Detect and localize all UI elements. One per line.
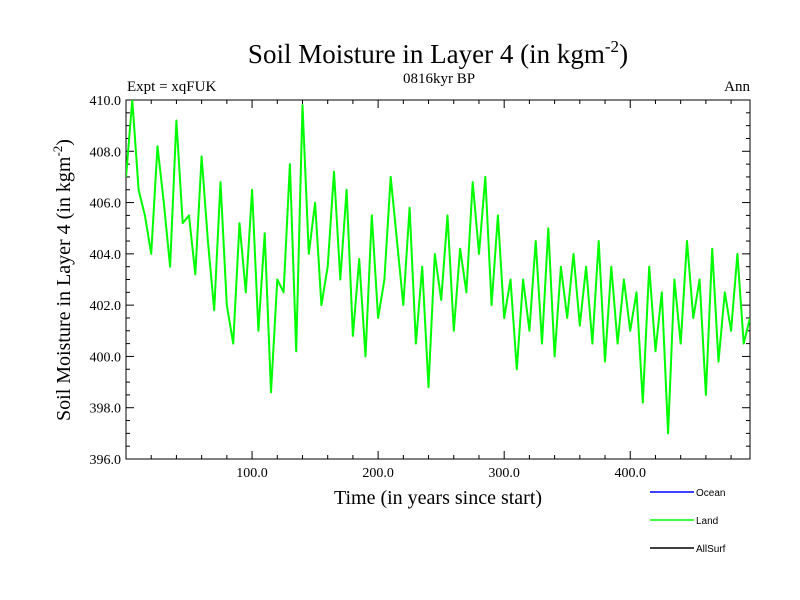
chart-subtitle: 0816kyr BP xyxy=(403,71,475,87)
x-axis-ticks: 100.0 200.0 300.0 400.0 xyxy=(150,100,732,481)
series-line-land xyxy=(126,100,750,435)
x-axis-label: Time (in years since start) xyxy=(334,487,542,509)
legend-label-land: Land xyxy=(696,516,718,527)
y-tick-label: 402.0 xyxy=(90,299,122,314)
experiment-label: Expt = xqFUK xyxy=(127,79,216,95)
y-tick-label: 410.0 xyxy=(90,94,122,109)
y-tick-label: 404.0 xyxy=(90,248,122,263)
season-label: Ann xyxy=(724,79,750,95)
x-tick-label: 200.0 xyxy=(362,466,394,481)
y-tick-label: 406.0 xyxy=(90,197,122,212)
x-tick-label: 400.0 xyxy=(614,466,646,481)
y-tick-label: 396.0 xyxy=(90,453,122,468)
chart-title: Soil Moisture in Layer 4 (in kgm-2) xyxy=(248,37,628,69)
legend-label-allsurf: AllSurf xyxy=(696,544,726,555)
y-axis-ticks: 396.0 398.0 400.0 402.0 404.0 406.0 408.0 410.0 xyxy=(90,94,750,468)
legend-label-ocean: Ocean xyxy=(696,488,725,499)
x-tick-label: 100.0 xyxy=(236,466,268,481)
x-tick-label: 300.0 xyxy=(488,466,520,481)
legend: Ocean Land AllSurf xyxy=(650,488,726,555)
y-tick-label: 408.0 xyxy=(90,145,122,160)
y-tick-label: 400.0 xyxy=(90,350,122,365)
y-tick-label: 398.0 xyxy=(90,402,122,417)
y-axis-label: Soil Moisture in Layer 4 (in kgm-2) xyxy=(50,139,75,421)
